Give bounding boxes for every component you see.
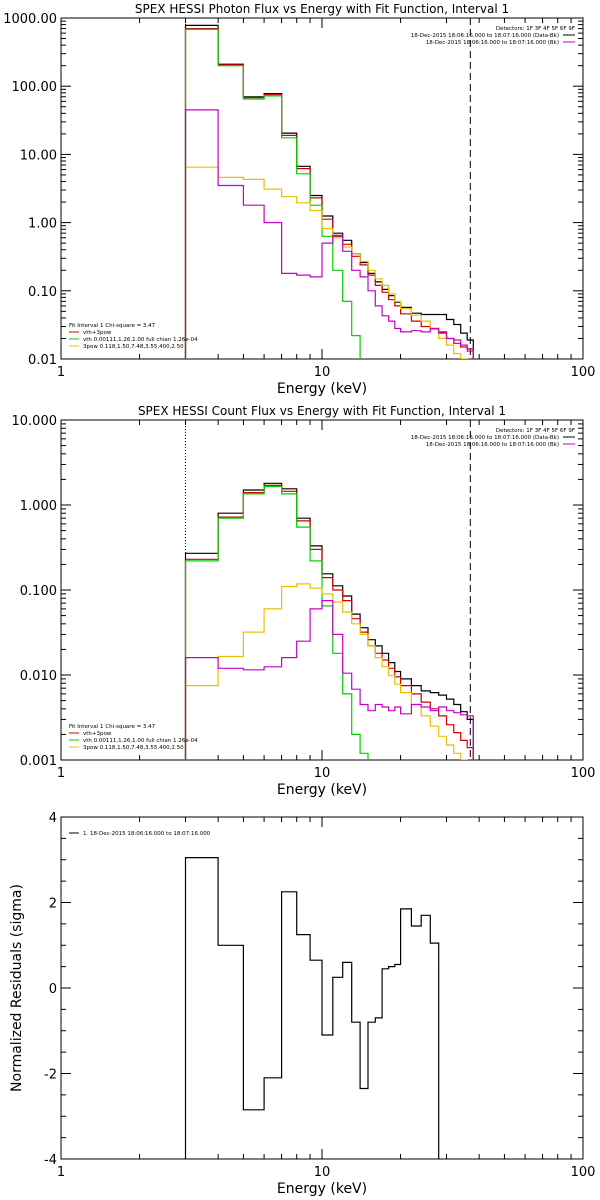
x-tick-label: 1 bbox=[57, 1165, 65, 1180]
x-axis-label: Energy (keV) bbox=[277, 782, 367, 798]
count-flux-panel: SPEX HESSI Count Flux vs Energy with Fit… bbox=[12, 404, 596, 798]
legend-header: Detectors: 1F 3F 4F 5F 6F 9F bbox=[496, 428, 575, 434]
series-line-vth-3pow bbox=[184, 484, 474, 760]
x-tick-label: 100 bbox=[571, 365, 596, 380]
y-tick-label: 10.000 bbox=[12, 414, 58, 429]
y-tick-label: 1.00 bbox=[28, 217, 57, 232]
legend-entry: 18-Dec-2015 18:06:16.000 to 18:07:16.000… bbox=[411, 435, 559, 441]
y-tick-label: 2 bbox=[49, 897, 57, 912]
legend-entry: 18-Dec-2015 18:06:16.000 to 18:07:16.000… bbox=[426, 40, 559, 46]
series-line-1-18-dec-2015-18-06- bbox=[184, 857, 440, 1159]
legend-entry: 3pow 0.118,1.50,7.48,3.55,400,2.50 bbox=[83, 344, 184, 350]
x-tick-label: 1 bbox=[57, 766, 65, 781]
series-line-data bbox=[184, 24, 474, 359]
chart-title: SPEX HESSI Count Flux vs Energy with Fit… bbox=[138, 404, 506, 418]
y-tick-label: 0 bbox=[49, 982, 57, 997]
y-tick-label: 1.000 bbox=[20, 499, 57, 514]
y-tick-label: -4 bbox=[44, 1153, 57, 1168]
series-line bbox=[184, 109, 474, 359]
y-tick-label: 100.00 bbox=[12, 80, 58, 95]
y-axis-label: Normalized Residuals (sigma) bbox=[9, 884, 25, 1092]
series-line bbox=[184, 600, 474, 760]
y-tick-label: 0.100 bbox=[20, 584, 57, 599]
y-tick-label: 0.001 bbox=[20, 754, 57, 769]
series-line-vth bbox=[184, 28, 361, 359]
residuals-panel: 1 10 100 -4 -2 0 2 4 Energy (keV) Normalized Resi… bbox=[9, 811, 596, 1197]
y-tick-label: 0.010 bbox=[20, 669, 57, 684]
chart-title: SPEX HESSI Photon Flux vs Energy with Fi… bbox=[135, 2, 509, 16]
x-tick-label: 10 bbox=[314, 365, 331, 380]
series-line-vth bbox=[184, 485, 369, 760]
y-tick-label: 4 bbox=[49, 811, 57, 826]
legend-entry: 3pow 0.118,1.50,7.48,3.55,400,2.50 bbox=[83, 745, 184, 751]
legend-entry: vth 0.00111,1.26,1.00 full chian 1.26e-0… bbox=[83, 738, 198, 744]
legend-entry: 1. 18-Dec-2015 18:06:16.000 to 18:07:16.… bbox=[83, 831, 211, 837]
legend-entry: vth 0.00111,1.26,1.00 full chian 1.26e-0… bbox=[83, 337, 198, 343]
x-tick-label: 10 bbox=[314, 1165, 331, 1180]
y-tick-label: 0.01 bbox=[28, 353, 57, 368]
legend-entry: 18-Dec-2015 18:06:16.000 to 18:07:16.000… bbox=[426, 442, 559, 448]
legend-entry: 18-Dec-2015 18:06:16.000 to 18:07:16.000… bbox=[411, 33, 559, 39]
legend-entry: vth+3pow bbox=[83, 731, 112, 737]
series-line-3pow bbox=[184, 166, 468, 359]
plot-frame bbox=[60, 17, 584, 360]
legend-header: Detectors: 1F 3F 4F 5F 6F 9F bbox=[496, 26, 575, 32]
y-tick-label: -2 bbox=[44, 1068, 57, 1083]
series-line-3pow bbox=[184, 583, 468, 760]
photon-flux-panel: SPEX HESSI Photon Flux vs Energy with Fi… bbox=[3, 2, 596, 397]
y-tick-label: 1000.00 bbox=[3, 12, 57, 27]
x-axis-label: Energy (keV) bbox=[277, 1181, 367, 1197]
x-axis-label: Energy (keV) bbox=[277, 381, 367, 397]
series-line-data bbox=[184, 482, 474, 760]
x-tick-label: 100 bbox=[571, 766, 596, 781]
y-tick-label: 10.00 bbox=[20, 148, 57, 163]
x-tick-label: 10 bbox=[314, 766, 331, 781]
legend-header: Fit Interval 1 Chi-square = 3.47 bbox=[69, 323, 156, 329]
y-tick-label: 0.10 bbox=[28, 285, 57, 300]
series-line-vth-3pow bbox=[184, 28, 474, 359]
x-tick-label: 100 bbox=[571, 1165, 596, 1180]
x-tick-label: 1 bbox=[57, 365, 65, 380]
legend-entry: vth+3pow bbox=[83, 330, 112, 336]
legend-header: Fit Interval 1 Chi-square = 3.47 bbox=[69, 724, 156, 730]
